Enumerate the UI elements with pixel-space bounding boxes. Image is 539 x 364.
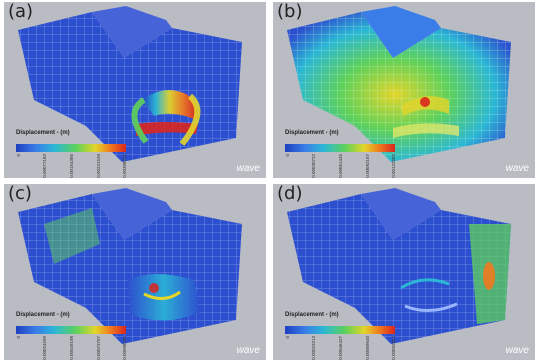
colorbar-caption: Displacement - (m) — [285, 312, 339, 318]
colorbar-tick: 0 — [16, 336, 21, 339]
colorbar-tick: 0.00030722 — [311, 154, 316, 178]
colorbar-ticks: 0 0.00024599 0.00049198 0.00073797 0.000… — [16, 336, 127, 360]
colorbar-tick: 0 — [285, 336, 290, 339]
colorbar — [285, 144, 395, 152]
panel-label: (a) — [8, 2, 34, 22]
colorbar-tick: 0 — [285, 154, 290, 157]
panel-c: (c) Displacement - (m) 0 0.00024599 0.00… — [4, 184, 266, 360]
panel-label: (d) — [277, 184, 303, 204]
colorbar-tick: 0.00049198 — [69, 336, 74, 360]
colorbar-tick: 0.00023213 — [311, 336, 316, 360]
colorbar-tick: 0.00069640 — [365, 336, 370, 360]
panel-label: (b) — [277, 2, 303, 22]
colorbar-tick: 0.00122889 — [391, 154, 396, 178]
panel-a: (a) Displacement - (m) 0 0.00077183 0.00… — [4, 2, 266, 178]
colorbar-caption: Displacement - (m) — [285, 130, 339, 136]
brand-logo: wave — [505, 345, 529, 356]
colorbar-tick: 0.00308733 — [122, 154, 127, 178]
brand-logo: wave — [505, 163, 529, 174]
mesh-render-b — [287, 6, 511, 162]
colorbar-tick: 0.00073797 — [96, 336, 101, 360]
colorbar-ticks: 0 0.00023213 0.00046427 0.00069640 0.000… — [285, 336, 396, 360]
colorbar — [285, 326, 395, 334]
mesh-render-a — [18, 6, 242, 162]
colorbar-caption: Displacement - (m) — [16, 130, 70, 136]
colorbar-tick: 0 — [16, 154, 21, 157]
mesh-render-c — [18, 188, 242, 344]
colorbar-tick: 0.00098396 — [122, 336, 127, 360]
panel-b: (b) Displacement - (m) 0 0.00030722 0.00… — [273, 2, 535, 178]
colorbar-tick: 0.00231549 — [96, 154, 101, 178]
colorbar-ticks: 0 0.00030722 0.00061445 0.00092167 0.001… — [285, 154, 396, 178]
colorbar-ticks: 0 0.00077183 0.00154366 0.00231549 0.003… — [16, 154, 127, 178]
panel-label: (c) — [8, 184, 32, 204]
colorbar-tick: 0.00092167 — [365, 154, 370, 178]
panel-d: (d) Displacement - (m) 0 0.00023213 0.00… — [273, 184, 535, 360]
colorbar-tick: 0.00154366 — [69, 154, 74, 178]
colorbar-caption: Displacement - (m) — [16, 312, 70, 318]
colorbar — [16, 326, 126, 334]
colorbar-tick: 0.00092854 — [391, 336, 396, 360]
colorbar — [16, 144, 126, 152]
brand-logo: wave — [236, 345, 260, 356]
colorbar-tick: 0.00077183 — [42, 154, 47, 178]
colorbar-tick: 0.00046427 — [338, 336, 343, 360]
colorbar-tick: 0.00061445 — [338, 154, 343, 178]
mesh-render-d — [287, 188, 511, 344]
brand-logo: wave — [236, 163, 260, 174]
colorbar-tick: 0.00024599 — [42, 336, 47, 360]
